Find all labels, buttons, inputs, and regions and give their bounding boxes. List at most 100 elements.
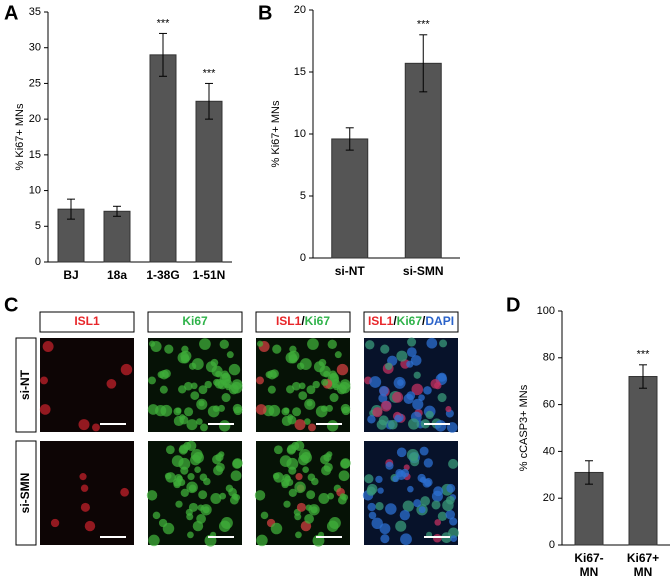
cell [294,481,306,494]
cell [186,481,198,494]
row-header: si-SMN [18,473,32,514]
cell [213,378,221,386]
cell [450,535,458,543]
cell [445,406,452,413]
label-line: MN [580,565,599,579]
label-line: Ki67- [574,551,603,565]
cell [368,511,377,520]
cell [231,493,239,500]
scale-bar [100,536,126,538]
significance: *** [203,67,217,79]
cell [320,405,328,412]
cell [270,522,283,535]
cell [419,446,429,456]
cell [340,403,351,414]
scale-bar [316,423,342,425]
cell [310,506,318,514]
cell [407,337,417,347]
cell [375,502,384,511]
cell [187,531,194,539]
y-tick-label: 20 [543,492,555,504]
cell [188,502,198,512]
y-tick-label: 40 [543,445,555,457]
cell [403,393,414,404]
cell [39,404,51,415]
cell [298,391,308,400]
cell [394,414,402,423]
bar [404,62,442,259]
cell [199,473,208,482]
cell [78,419,90,431]
error-bar [159,32,167,77]
y-tick-label: 15 [29,149,41,161]
column-header-box [147,311,243,333]
cell [387,419,398,430]
cell [191,358,204,370]
column-header: ISL1/Ki67/DAPI [368,314,454,328]
header-part: ISL1 [368,314,394,328]
cell [338,381,351,394]
scale-bar [100,423,126,425]
header-part: ISL1 [74,314,100,328]
cell [212,405,220,412]
cell [219,339,229,350]
cell [279,455,292,468]
y-tick-label: 0 [35,256,41,268]
scale-bar [316,536,342,538]
cell [196,418,203,425]
cell [448,458,459,469]
cell [162,522,175,535]
cell [186,513,194,521]
cell [323,462,333,472]
cell [399,510,411,521]
cell [175,500,183,508]
cell [307,338,319,350]
cell [179,444,189,454]
cell [439,339,448,348]
cell [179,415,189,425]
cell [256,376,264,385]
cell [318,493,330,504]
scale-bar [208,536,234,538]
cell [42,340,54,352]
significance: *** [417,19,431,31]
cell [423,458,433,468]
cell [384,362,393,370]
error-bar [345,127,354,151]
cell [288,466,297,475]
cell [336,363,349,376]
cell [199,338,211,350]
row-header: si-NT [18,369,32,400]
cell [298,454,309,466]
cell [304,418,311,425]
cell [326,520,339,532]
cell [177,478,186,487]
cell [395,520,407,532]
y-tick-label: 25 [29,77,41,89]
micrograph [40,338,134,432]
cell [385,461,394,470]
cell [426,337,438,349]
cell [84,520,96,532]
cell [210,358,219,367]
x-tick-label: 1-51N [193,268,226,282]
label-line: MN [634,565,653,579]
cell [379,523,391,535]
cell [318,358,327,367]
cell [418,394,425,401]
x-tick-label: Ki67-MN [574,551,603,579]
row-header-box [15,337,37,433]
cell [292,407,302,417]
cell [328,370,337,379]
cell [392,475,400,483]
cell [366,486,376,496]
cell [40,376,48,385]
cell [230,470,242,482]
cell [327,492,335,500]
cell [180,488,189,497]
cell [215,370,222,378]
cell [302,466,309,474]
cell [215,462,225,472]
cell [190,391,200,400]
cell [202,506,210,514]
